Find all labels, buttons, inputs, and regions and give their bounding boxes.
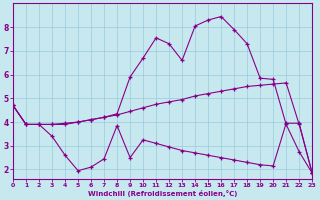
X-axis label: Windchill (Refroidissement éolien,°C): Windchill (Refroidissement éolien,°C) [88,190,237,197]
